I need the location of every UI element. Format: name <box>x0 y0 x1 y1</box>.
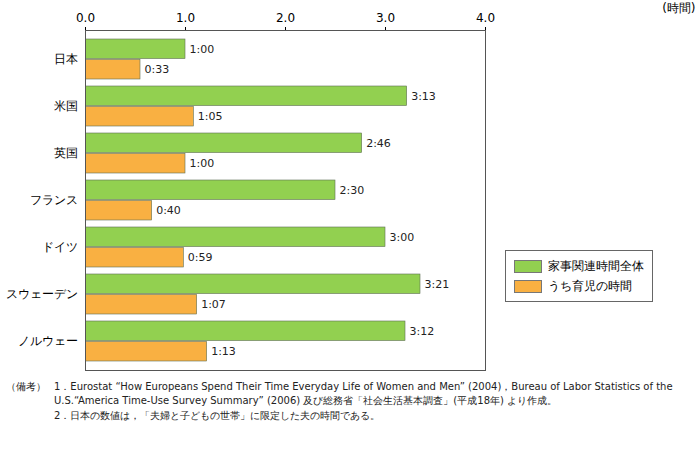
svg-text:3:00: 3:00 <box>390 231 415 244</box>
svg-text:3:12: 3:12 <box>410 325 435 338</box>
svg-text:0:59: 0:59 <box>188 251 213 264</box>
svg-text:3.0: 3.0 <box>376 11 395 25</box>
html-text:家事関連時間全体: 家事関連時間全体 <box>548 259 644 273</box>
svg-text:1:13: 1:13 <box>211 345 236 358</box>
svg-text:1.0: 1.0 <box>176 11 195 25</box>
html-text:2．日本の数値は，「夫婦と子どもの世帯」に限定した夫の時間で: 2．日本の数値は，「夫婦と子どもの世帯」に限定した夫の時間である。 <box>54 410 381 421</box>
html-text:1．Eurostat “How Europeans Spen: 1．Eurostat “How Europeans Spend Their Ti… <box>54 381 673 406</box>
svg-text:3:21: 3:21 <box>425 278 450 291</box>
svg-text:2.0: 2.0 <box>276 11 295 25</box>
svg-text:日本: 日本 <box>54 52 78 66</box>
html-text:（備考）: （備考） <box>6 381 46 392</box>
svg-text:英国: 英国 <box>54 146 78 160</box>
svg-text:1:00: 1:00 <box>190 157 215 170</box>
svg-text:1:05: 1:05 <box>198 110 223 123</box>
svg-text:0.0: 0.0 <box>76 11 95 25</box>
svg-text:1:00: 1:00 <box>190 43 215 56</box>
svg-text:3:13: 3:13 <box>411 90 436 103</box>
svg-text:0:33: 0:33 <box>145 63 170 76</box>
svg-text:ノルウェー: ノルウェー <box>18 334 78 348</box>
svg-text:1:07: 1:07 <box>201 298 226 311</box>
html-text:うち育児の時間: うち育児の時間 <box>548 279 632 293</box>
svg-text:米国: 米国 <box>54 99 78 113</box>
svg-text:スウェーデン: スウェーデン <box>6 287 78 301</box>
svg-text:0:40: 0:40 <box>156 204 181 217</box>
svg-text:(時間): (時間) <box>662 1 695 15</box>
svg-text:フランス: フランス <box>30 193 78 207</box>
svg-text:2:30: 2:30 <box>340 184 365 197</box>
svg-text:ドイツ: ドイツ <box>42 240 78 254</box>
svg-text:4.0: 4.0 <box>476 11 495 25</box>
svg-text:2:46: 2:46 <box>366 137 391 150</box>
